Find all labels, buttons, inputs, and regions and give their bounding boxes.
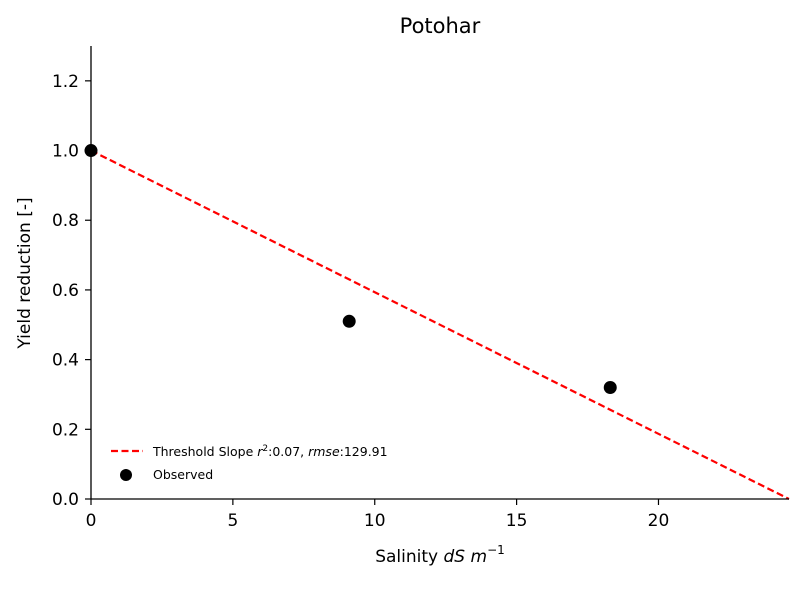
x-axis-label-text: Salinity [375,547,443,567]
legend-r-exponent: 2 [262,444,268,454]
observed-point [603,380,617,394]
y-tick-label: 0.8 [52,211,79,231]
legend-rmse-symbol: rmse [308,444,340,459]
legend-line-prefix: Threshold Slope [152,444,257,459]
threshold-slope-line [90,149,790,500]
y-tick-label: 0.6 [52,281,79,301]
legend-r-symbol: r [257,444,263,459]
legend-line-label: Threshold Slope r2:0.07, rmse:129.91 [152,444,388,459]
x-tick-label: 20 [648,511,670,531]
legend-r-value: :0.07, [268,444,308,459]
x-tick-label: 10 [364,511,386,531]
legend-rmse-value: :129.91 [340,444,388,459]
x-ticks: 0 5 10 15 20 [86,499,670,531]
y-tick-label: 0.2 [52,420,79,440]
plot-area [84,144,790,500]
x-axis-label-exponent: −1 [487,543,505,557]
observed-point [342,314,356,328]
x-axis-label-unit: dS m [444,547,488,567]
x-tick-label: 5 [227,511,238,531]
legend-marker-swatch [120,469,132,481]
legend-observed-label: Observed [153,467,213,482]
legend: Threshold Slope r2:0.07, rmse:129.91 Obs… [111,444,388,482]
y-ticks: 0.0 0.2 0.4 0.6 0.8 1.0 1.2 [52,72,91,510]
y-tick-label: 1.0 [52,142,79,162]
axes [90,46,789,500]
x-axis-label: Salinity dS m−1 [375,543,505,567]
y-tick-label: 0.0 [52,490,79,510]
y-tick-label: 1.2 [52,72,79,92]
x-tick-label: 0 [86,511,97,531]
y-tick-label: 0.4 [52,351,79,371]
chart-title: Potohar [400,14,481,38]
x-tick-label: 15 [506,511,528,531]
y-axis-label: Yield reduction [-] [15,197,35,349]
